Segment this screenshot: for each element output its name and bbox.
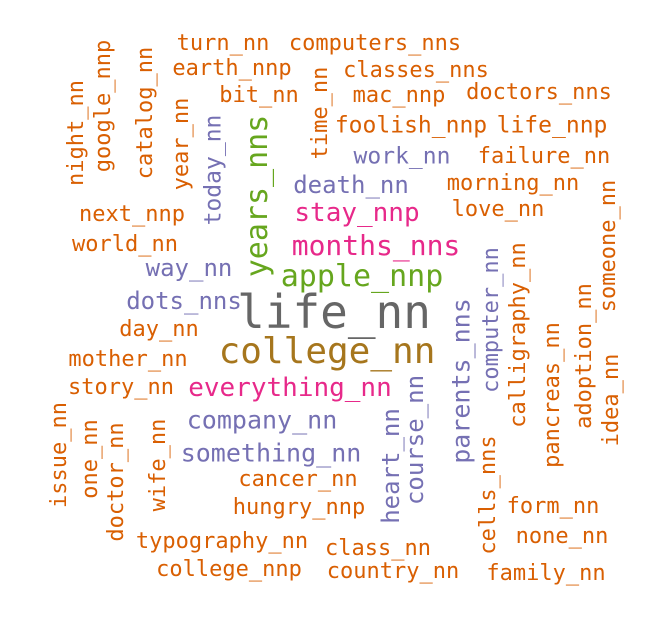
word-failure-nn: failure_nn — [477, 144, 611, 169]
word-way-nn: way_nn — [145, 254, 233, 282]
word-none-nn: none_nn — [515, 524, 609, 549]
word-form-nn: form_nn — [506, 494, 600, 519]
word-doctors-nns: doctors_nns — [466, 80, 612, 105]
word-company-nn: company_nn — [186, 405, 338, 435]
word-bit-nn: bit_nn — [219, 83, 299, 108]
word-love-nn: love_nn — [451, 197, 545, 222]
word-classes-nns: classes_nns — [343, 58, 489, 83]
word-adoption-nn: adoption_nn — [572, 283, 597, 429]
word-months-nns: months_nns — [291, 229, 461, 262]
word-morning-nn: morning_nn — [446, 171, 580, 196]
word-heart-nn: heart_nn — [377, 408, 405, 524]
word-foolish-nnp: foolish_nnp — [334, 112, 488, 139]
word-night-nn: night_nn — [64, 80, 89, 186]
word-someone-nn: someone_nn — [596, 179, 621, 313]
word-apple-nnp: apple_nnp — [280, 259, 444, 294]
word-one-nn: one_nn — [78, 419, 103, 499]
word-earth-nnp: earth_nnp — [172, 56, 292, 81]
word-college-nn: college_nn — [218, 331, 436, 372]
word-google-nnp: google_nnp — [91, 39, 116, 173]
word-everything-nn: everything_nn — [188, 373, 392, 403]
word-pancreas-nn: pancreas_nn — [540, 322, 565, 468]
word-catalog-nn: catalog_nn — [133, 46, 158, 180]
word-story-nn: story_nn — [68, 375, 174, 400]
word-cancer-nn: cancer_nn — [238, 467, 358, 492]
word-something-nn: something_nn — [180, 438, 362, 468]
word-day-nn: day_nn — [119, 317, 199, 342]
word-stay-nnp: stay_nnp — [294, 198, 420, 228]
word-idea-nn: idea_nn — [599, 353, 624, 447]
word-dots-nns: dots_nns — [126, 287, 242, 315]
word-wife-nn: wife_nn — [146, 418, 171, 512]
word-life-nnp: life_nnp — [496, 112, 608, 139]
word-mac-nnp: mac_nnp — [352, 83, 446, 108]
word-doctor-nn: doctor_nn — [104, 422, 129, 542]
word-issue-nn: issue_nn — [47, 402, 72, 508]
word-calligraphy-nn: calligraphy_nn — [506, 242, 531, 428]
word-turn-nn: turn_nn — [176, 31, 270, 56]
word-world-nn: world_nn — [72, 232, 178, 257]
word-hungry-nnp: hungry_nnp — [232, 495, 366, 520]
word-college-nnp: college_nnp — [156, 557, 302, 582]
word-years-nns: years_nns — [240, 114, 275, 278]
word-time-nn: time_nn — [308, 66, 333, 160]
word-course-nn: course_nn — [401, 374, 429, 506]
word-life-nn: life_nn — [237, 285, 431, 339]
word-class-nn: class_nn — [325, 536, 431, 561]
word-next-nnp: next_nnp — [79, 202, 185, 227]
word-today-nn: today_nn — [200, 114, 227, 226]
word-computer-nn: computer_nn — [479, 247, 504, 393]
word-country-nn: country_nn — [326, 559, 460, 584]
word-parents-nns: parents_nns — [446, 298, 476, 464]
word-family-nn: family_nn — [486, 561, 606, 586]
word-cells-nns: cells_nns — [476, 435, 501, 555]
word-year-nn: year_nn — [169, 97, 194, 191]
word-typography-nn: typography_nn — [135, 529, 309, 554]
word-death-nn: death_nn — [293, 171, 409, 199]
word-mother-nn: mother_nn — [68, 347, 188, 372]
word-computers-nns: computers_nns — [288, 31, 462, 56]
word-work-nn: work_nn — [353, 143, 451, 170]
